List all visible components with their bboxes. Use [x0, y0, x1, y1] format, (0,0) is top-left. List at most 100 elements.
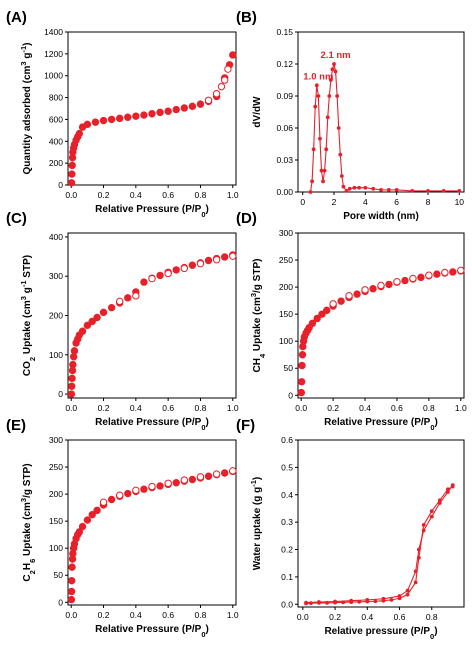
adsorption-point [67, 595, 76, 604]
adsorption-point [140, 111, 148, 119]
data-point [413, 580, 418, 585]
adsorption-point [107, 495, 116, 504]
plot-frame [67, 31, 237, 186]
adsorption-point [156, 482, 164, 490]
adsorption-point [78, 327, 87, 335]
panel-e: 0.0 0.2 0.4 0.6 0.8 1.0 0 50 100 150 200 250 300 Rela… [6, 417, 239, 639]
adsorption-point [75, 129, 84, 138]
adsorption-point [313, 314, 321, 323]
desorption-point [220, 76, 229, 84]
data-point [321, 179, 325, 184]
adsorption-point [115, 114, 124, 123]
data-point [381, 596, 386, 601]
y-tick-label: 150 [279, 309, 293, 319]
x-tick-label: 0.4 [130, 403, 142, 413]
adsorption-point [417, 273, 425, 282]
x-tick-label: 0.8 [195, 403, 207, 413]
adsorption-point [297, 378, 306, 386]
y-tick-label: 0.0 [281, 599, 293, 609]
desorption-point [148, 482, 156, 491]
desorption-point [212, 90, 221, 98]
desorption-point [164, 479, 172, 487]
y-tick-label: 300 [279, 228, 293, 238]
y-tick-label: 250 [279, 255, 293, 265]
desorption-point [132, 486, 140, 495]
x-tick-label: 0.2 [327, 403, 339, 413]
adsorption-point [68, 382, 76, 390]
data-point [341, 184, 346, 189]
desorption-point [217, 82, 226, 91]
adsorption-point [318, 310, 326, 318]
data-point [322, 168, 327, 173]
plot-frame [67, 439, 237, 606]
data-point [437, 501, 442, 505]
data-point [363, 185, 368, 190]
adsorption-point [68, 161, 76, 170]
adsorption-point [196, 100, 205, 108]
x-tick-label: 1.0 [227, 610, 239, 620]
adsorption-point [68, 576, 76, 585]
adsorption-point [433, 270, 441, 278]
adsorption-point [148, 110, 156, 118]
data-point [405, 592, 410, 597]
x-tick-label: 0.6 [162, 190, 174, 200]
data-point [304, 600, 308, 605]
plot-frame [297, 31, 465, 193]
x-axis-label: Pore width (nm) [343, 211, 419, 222]
data-point [410, 189, 415, 193]
data-point [405, 588, 410, 593]
y-tick-label: 300 [49, 435, 63, 445]
adsorption-point [308, 319, 317, 328]
data-point [445, 490, 450, 494]
y-tick-label: 0.09 [276, 91, 293, 101]
desorption-point [361, 286, 369, 294]
data-point [397, 594, 402, 598]
desorption-point [212, 256, 221, 264]
adsorption-point [70, 347, 79, 355]
y-axis-label: Quantity adsorbed (cm3 g-1) [19, 43, 34, 175]
adsorption-point [124, 113, 132, 121]
series-line [309, 63, 460, 193]
y-tick-label: 100 [49, 350, 63, 360]
adsorption-point [99, 308, 108, 317]
desorption-point [115, 297, 124, 306]
y-tick-label: 0.06 [276, 123, 293, 133]
desorption-point [196, 259, 205, 268]
x-axis-label: Relative Pressure (P/P0) [95, 204, 209, 219]
data-point [310, 179, 314, 184]
y-tick-label: 400 [49, 232, 63, 242]
data-point [347, 186, 352, 191]
y-axis-label: C2H6 Uptake (cm3/g STP) [19, 463, 37, 581]
data-point [349, 598, 354, 603]
desorption-point [345, 292, 353, 300]
data-point [457, 189, 462, 193]
y-tick-label: 250 [49, 462, 63, 472]
x-tick-label: 0.0 [65, 190, 77, 200]
adsorption-point [229, 51, 237, 59]
adsorption-point [385, 280, 393, 289]
y-tick-label: 1000 [44, 71, 63, 81]
panel-label: (B) [236, 9, 257, 26]
data-point [426, 189, 430, 193]
data-point [308, 190, 313, 194]
panel-label: (A) [6, 9, 27, 26]
y-tick-label: 50 [284, 363, 294, 373]
plot-frame [297, 232, 465, 399]
x-tick-label: 8 [426, 197, 431, 207]
adsorption-point [401, 276, 409, 285]
data-point [373, 599, 378, 604]
adsorption-point [67, 390, 76, 398]
data-point [379, 187, 383, 192]
y-tick-label: 1200 [44, 49, 63, 59]
y-tick-label: 200 [49, 311, 63, 321]
data-point [311, 147, 316, 152]
data-point [327, 94, 332, 98]
adsorption-point [140, 278, 148, 286]
peak-annotation: 1.0 nm [303, 71, 333, 82]
adsorption-point [220, 253, 229, 261]
data-point [344, 189, 349, 193]
y-tick-label: 200 [49, 158, 63, 168]
panel-c: 0.0 0.2 0.4 0.6 0.8 1.0 0 100 200 300 400 Relative … [6, 210, 239, 432]
adsorption-point [124, 294, 132, 302]
